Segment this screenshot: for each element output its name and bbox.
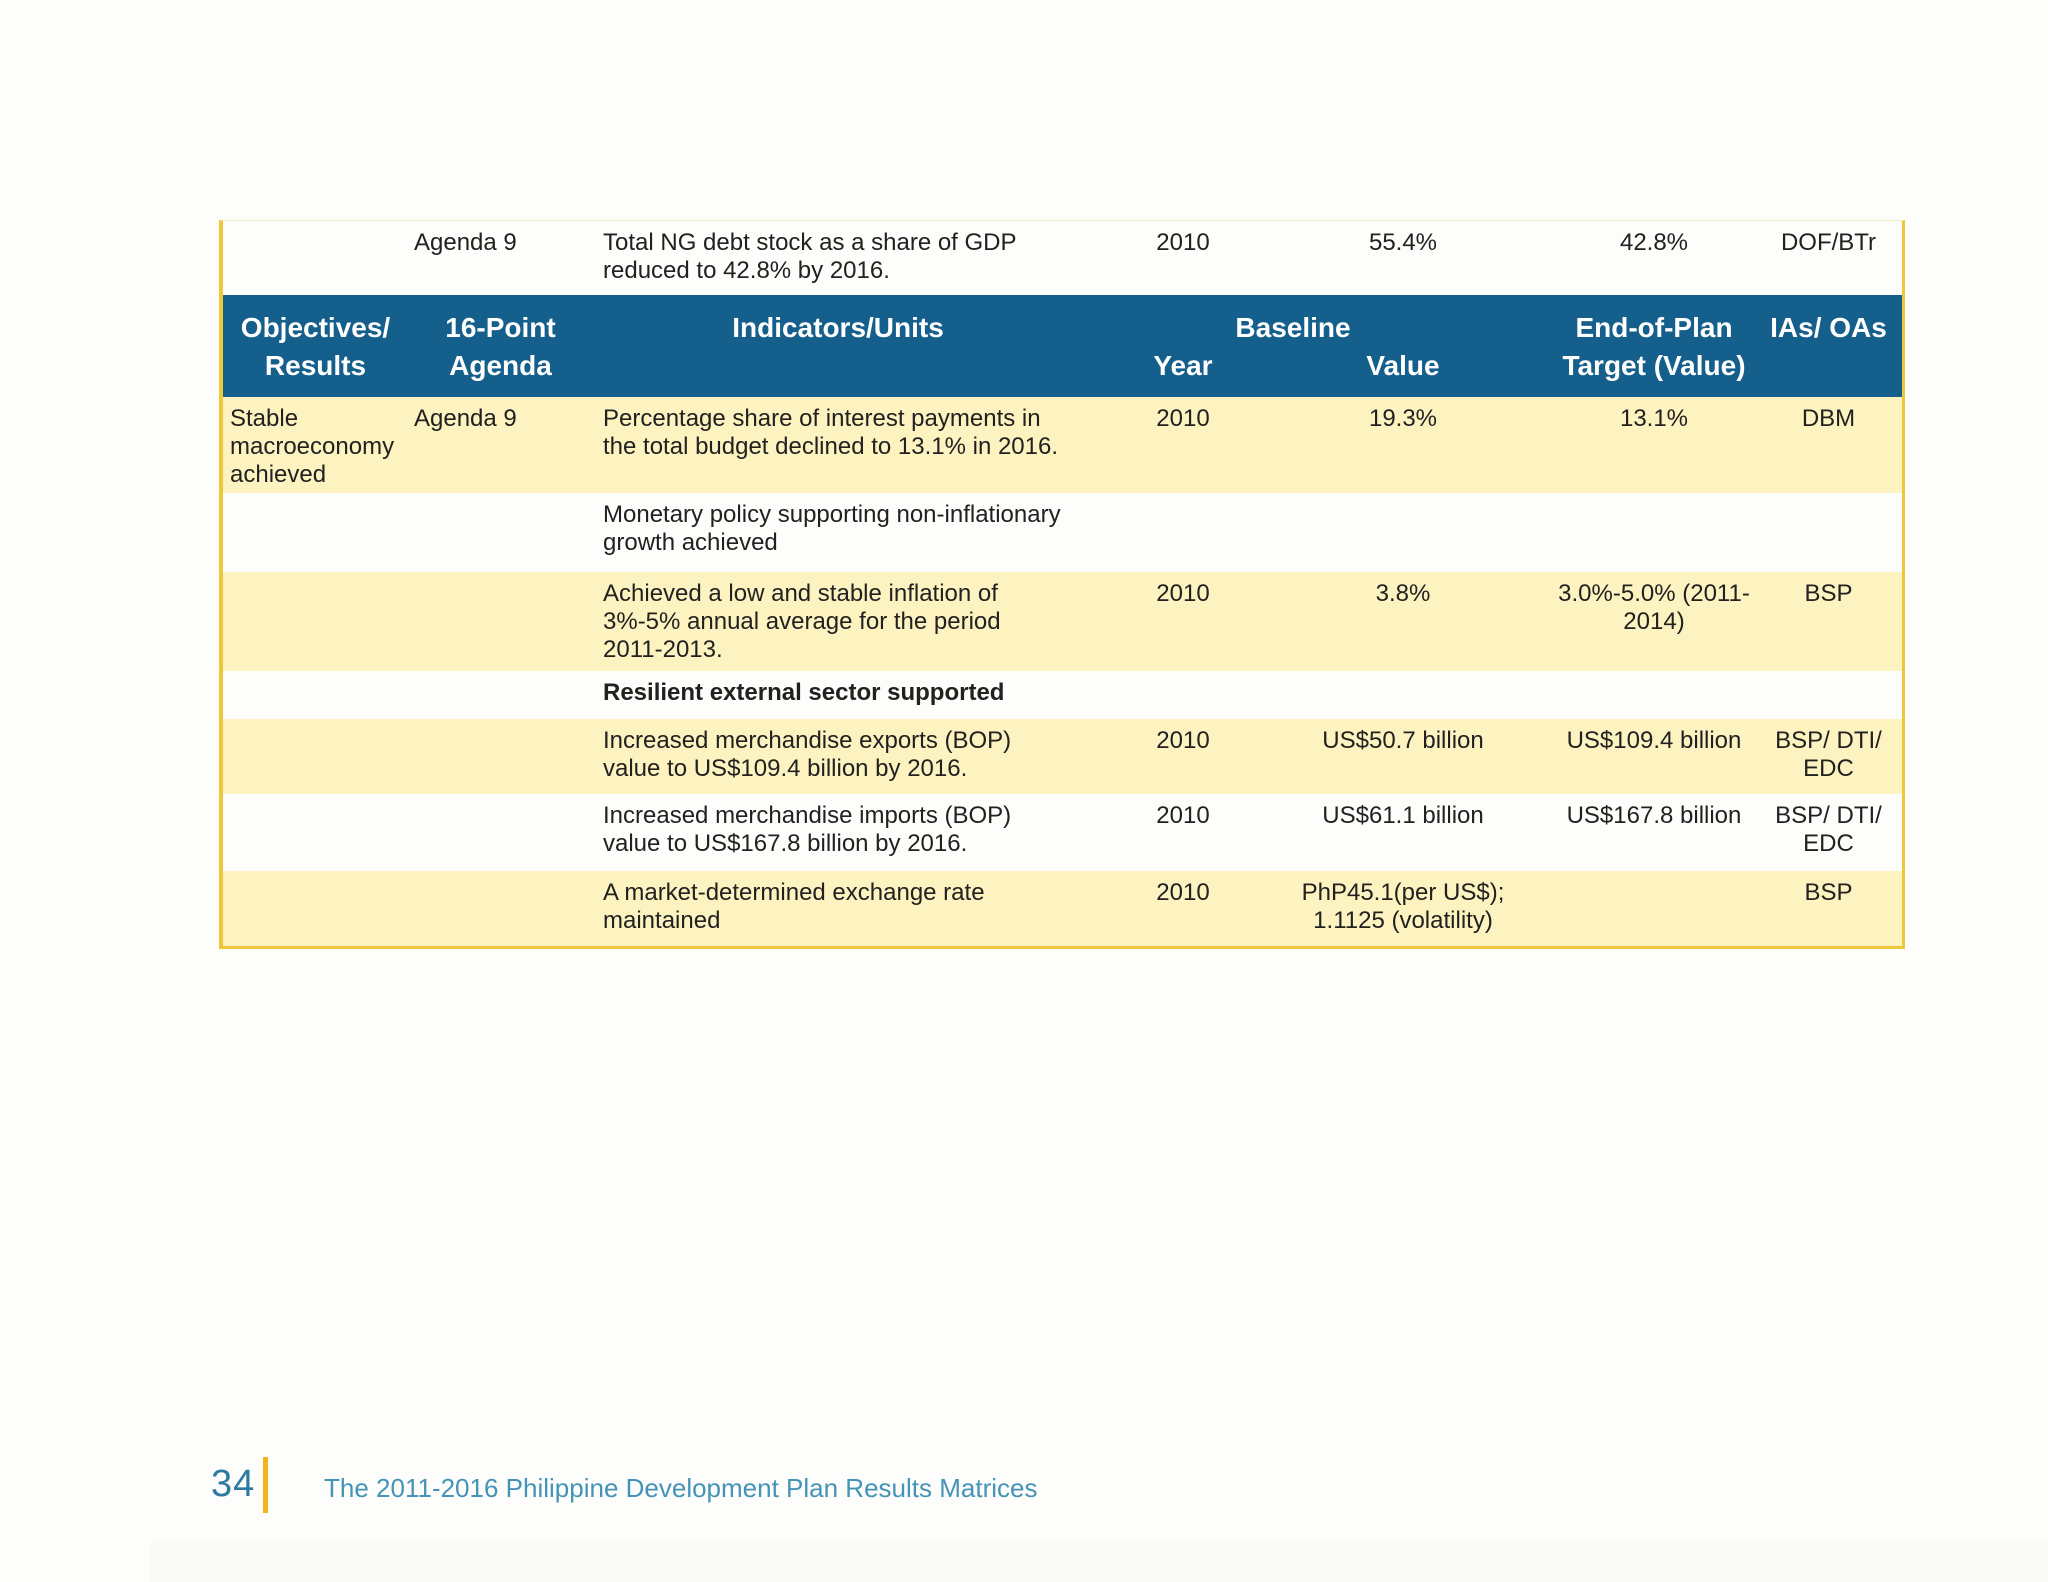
cell-indicator: A market-determined exchange rate mainta…	[603, 879, 985, 934]
table-row: A market-determined exchange rate mainta…	[223, 871, 1902, 946]
cell-ias: BSP/ DTI/ EDC	[1775, 802, 1882, 857]
cell-agenda	[408, 572, 593, 671]
header-baseline-subrow: Year Value	[1113, 347, 1553, 385]
table-row: Increased merchandise exports (BOP) valu…	[223, 719, 1902, 794]
table-row: Achieved a low and stable inflation of 3…	[223, 572, 1902, 671]
cell-agenda	[408, 493, 593, 572]
cell-objectives: Stable macroeconomy achieved	[230, 405, 395, 488]
page-number: 34	[211, 1463, 256, 1505]
cell-ias	[1755, 671, 1902, 719]
table-header-row: Objectives/ Results 16-Point Agenda Indi…	[223, 295, 1902, 397]
table-row: Stable macroeconomy achieved Agenda 9 Pe…	[223, 397, 1902, 493]
cell-indicator: Percentage share of interest payments in…	[603, 405, 1059, 460]
cell-target	[1553, 671, 1755, 719]
cell-target	[1553, 493, 1755, 572]
cell-baseline-year	[1113, 671, 1253, 719]
cell-target: 42.8%	[1619, 229, 1689, 256]
page-footer: 34 The 2011-2016 Philippine Development …	[0, 1455, 2048, 1525]
footer-divider-bar	[263, 1457, 268, 1513]
header-indicators: Indicators/Units	[732, 312, 944, 343]
header-target: End-of-Plan Target (Value)	[1562, 312, 1746, 381]
cell-baseline-value: US$50.7 billion	[1322, 727, 1484, 754]
cell-indicator: Total NG debt stock as a share of GDP re…	[603, 229, 1017, 284]
cell-target: US$109.4 billion	[1566, 727, 1742, 754]
cell-agenda	[408, 719, 593, 794]
cell-objectives	[223, 719, 408, 794]
cell-agenda: Agenda 9	[414, 405, 517, 432]
cell-baseline-value: 3.8%	[1375, 580, 1431, 607]
cell-agenda	[408, 871, 593, 946]
header-ias: IAs/ OAs	[1770, 312, 1887, 343]
cell-ias: BSP	[1804, 580, 1853, 607]
cell-baseline-year: 2010	[1156, 229, 1210, 256]
header-objectives: Objectives/ Results	[240, 312, 391, 381]
cell-ias: BSP/ DTI/ EDC	[1775, 727, 1882, 782]
cell-objectives	[223, 671, 408, 719]
cell-target: US$167.8 billion	[1566, 802, 1742, 829]
table-row-carryover: Agenda 9 Total NG debt stock as a share …	[223, 221, 1902, 295]
cell-target	[1553, 871, 1755, 946]
header-baseline-group: Baseline Year Value	[1113, 295, 1553, 397]
cell-baseline-year: 2010	[1156, 879, 1210, 906]
table-row-section: Resilient external sector supported	[223, 671, 1902, 719]
cell-ias: DOF/BTr	[1780, 229, 1877, 256]
cell-indicator: Resilient external sector supported	[603, 679, 1005, 706]
header-year: Year	[1153, 350, 1213, 381]
cell-ias: BSP	[1804, 879, 1853, 906]
cell-agenda	[408, 794, 593, 871]
cell-baseline-value	[1253, 493, 1553, 572]
cell-objectives	[223, 871, 408, 946]
header-baseline: Baseline	[1235, 312, 1351, 343]
table-row: Increased merchandise imports (BOP) valu…	[223, 794, 1902, 871]
cell-baseline-year: 2010	[1156, 405, 1210, 432]
cell-baseline-year: 2010	[1156, 727, 1210, 754]
cell-objectives	[223, 572, 408, 671]
page-bottom-edge	[150, 1542, 2048, 1582]
cell-baseline-value: PhP45.1(per US$); 1.1125 (volatility)	[1301, 879, 1505, 934]
cell-objectives	[223, 794, 408, 871]
header-value: Value	[1366, 350, 1440, 381]
cell-agenda	[408, 671, 593, 719]
cell-objectives	[223, 493, 408, 572]
header-agenda: 16-Point Agenda	[445, 312, 556, 381]
cell-baseline-value	[1253, 671, 1553, 719]
cell-baseline-year: 2010	[1156, 802, 1210, 829]
cell-baseline-year: 2010	[1156, 580, 1210, 607]
cell-objectives	[223, 221, 408, 295]
cell-baseline-value: US$61.1 billion	[1322, 802, 1484, 829]
cell-target: 3.0%-5.0% (2011-2014)	[1558, 580, 1750, 635]
cell-indicator: Increased merchandise exports (BOP) valu…	[603, 727, 1012, 782]
cell-target: 13.1%	[1619, 405, 1689, 432]
cell-ias	[1755, 493, 1902, 572]
cell-indicator: Monetary policy supporting non-inflation…	[603, 501, 1061, 556]
cell-agenda: Agenda 9	[414, 229, 517, 256]
cell-baseline-year	[1113, 493, 1253, 572]
cell-indicator: Increased merchandise imports (BOP) valu…	[603, 802, 1012, 857]
cell-indicator: Achieved a low and stable inflation of 3…	[603, 580, 1001, 663]
results-matrix-table: Agenda 9 Total NG debt stock as a share …	[219, 220, 1905, 949]
table-row: Monetary policy supporting non-inflation…	[223, 493, 1902, 572]
cell-baseline-value: 55.4%	[1368, 229, 1438, 256]
cell-baseline-value: 19.3%	[1368, 405, 1438, 432]
footer-title: The 2011-2016 Philippine Development Pla…	[324, 1473, 1038, 1503]
cell-ias: DBM	[1801, 405, 1856, 432]
